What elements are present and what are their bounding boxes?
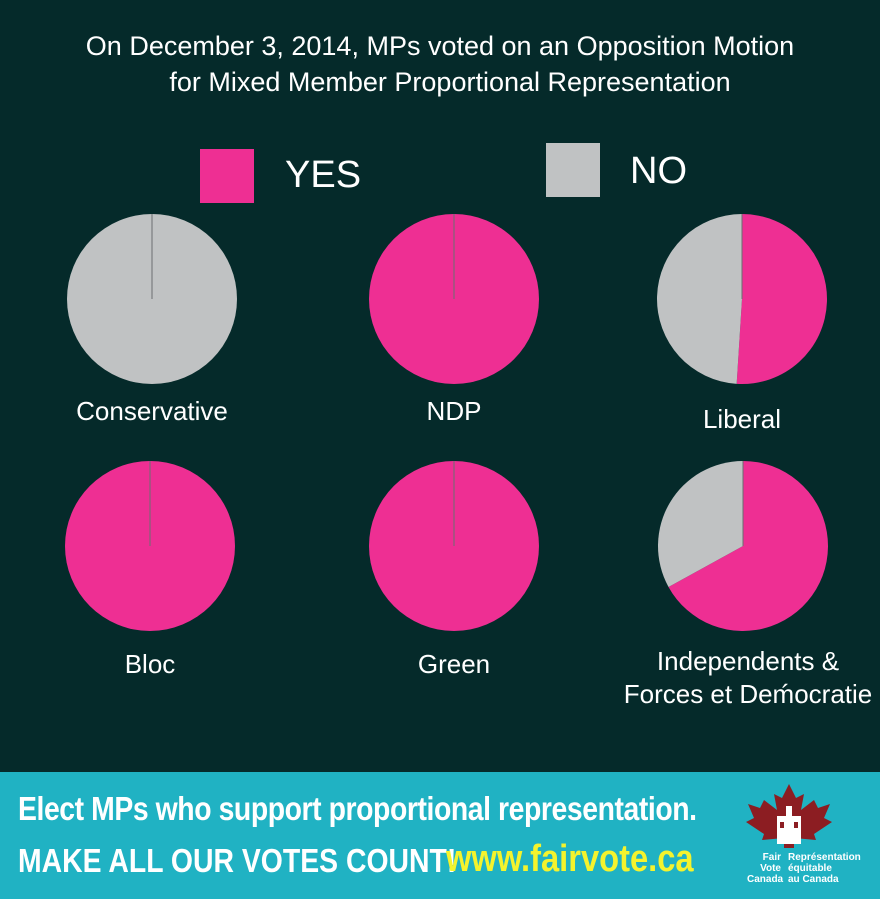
- footer-slogan: Elect MPs who support proportional repre…: [18, 790, 697, 827]
- maple-leaf-logo-icon: [746, 784, 832, 848]
- pie-label: Independents & Forces et Deḿocratie: [624, 646, 873, 709]
- footer-call-to-action: MAKE ALL OUR VOTES COUNT!: [18, 842, 457, 879]
- pie-label-line: NDP: [427, 396, 482, 426]
- pie-label: Liberal: [703, 404, 781, 434]
- pie-label-line: Independents &: [657, 646, 839, 676]
- logo-text-english: Fair Vote Canada: [747, 852, 784, 885]
- pie-6: Independents & Forces et Deḿocratie: [624, 461, 873, 709]
- legend-no-swatch: [546, 143, 600, 197]
- pie-label-line: Bloc: [125, 649, 176, 679]
- chart-title: On December 3, 2014, MPs voted on an Opp…: [0, 28, 880, 100]
- footer-banner: Elect MPs who support proportional repre…: [0, 772, 880, 899]
- title-line-1: On December 3, 2014, MPs voted on an Opp…: [85, 31, 795, 61]
- pie-3: Liberal: [656, 214, 827, 434]
- title-line-2: for Mixed Member Proportional Representa…: [169, 67, 731, 97]
- pie-slice-no: [658, 461, 743, 587]
- pie-label: Conservative: [76, 396, 228, 426]
- pie-slice-yes: [668, 461, 828, 631]
- pie-label: Bloc: [125, 649, 176, 679]
- logo-text-french: Représentation équitable au Canada: [788, 852, 861, 885]
- footer-url-link[interactable]: www.fairvote.ca: [446, 838, 694, 880]
- pie-label-line: Liberal: [703, 404, 781, 434]
- pie-1: Conservative: [67, 214, 237, 426]
- legend-no-label: NO: [630, 150, 687, 192]
- pie-slice-no: [656, 214, 742, 384]
- pie-label-line: Green: [418, 649, 490, 679]
- pie-4: Bloc: [65, 461, 235, 679]
- pie-label: NDP: [427, 396, 482, 426]
- legend-yes-swatch: [200, 149, 254, 203]
- pie-label-line: Conservative: [76, 396, 228, 426]
- pie-label: Green: [418, 649, 490, 679]
- legend-yes-label: YES: [285, 154, 362, 196]
- pie-5: Green: [369, 461, 539, 679]
- pie-label-line: Forces et Deḿocratie: [624, 679, 873, 709]
- pie-2: NDP: [369, 214, 539, 426]
- pie-charts: Conservative NDP Liberal Bloc Green Independe…: [65, 214, 873, 709]
- pie-slice-yes: [736, 214, 827, 384]
